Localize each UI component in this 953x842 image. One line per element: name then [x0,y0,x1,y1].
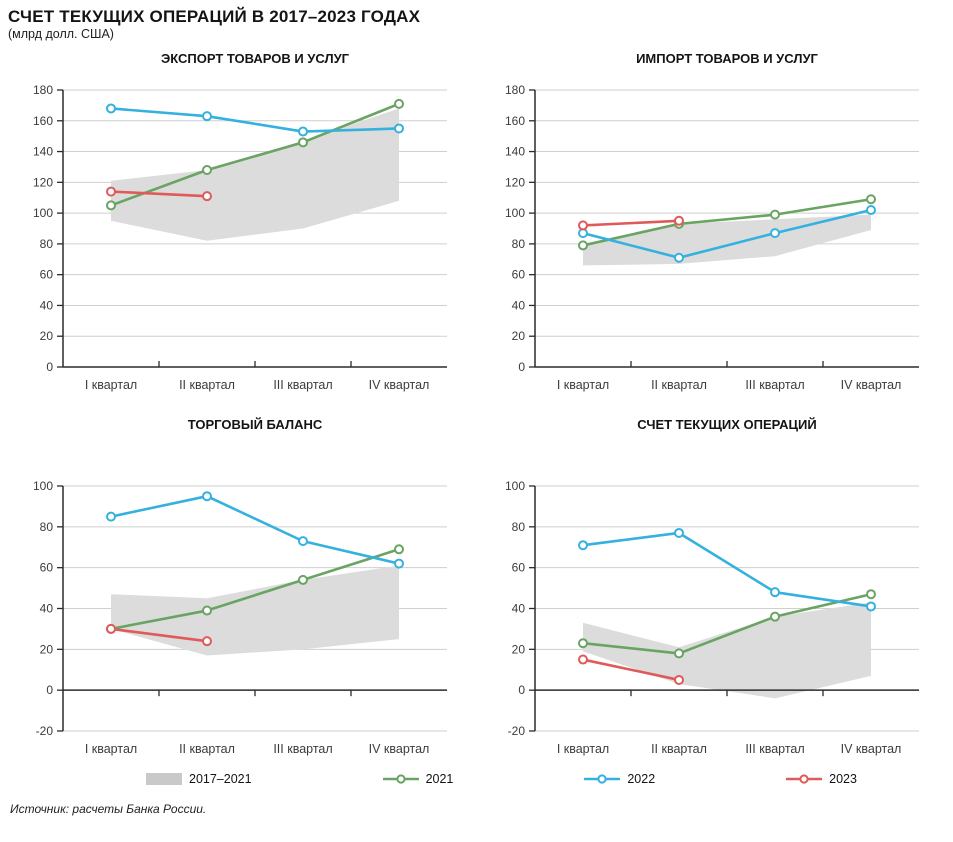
svg-text:I квартал: I квартал [85,378,137,392]
svg-text:20: 20 [40,329,54,343]
band-swatch-icon [146,772,182,786]
page-header: СЧЕТ ТЕКУЩИХ ОПЕРАЦИЙ В 2017–2023 ГОДАХ … [8,6,945,42]
svg-text:80: 80 [40,237,54,251]
chart-export-plot: 0 20 40 60 80 100 120 140 160 180 I квартал II квар… [33,83,447,392]
svg-text:160: 160 [505,114,525,128]
svg-text:IV квартал: IV квартал [369,742,430,756]
svg-text:0: 0 [518,360,525,374]
svg-text:-20: -20 [508,724,526,738]
line-marker-2021-icon [382,772,419,786]
line-marker-2023-icon [786,772,823,786]
svg-text:100: 100 [33,206,53,220]
svg-text:I квартал: I квартал [557,742,609,756]
svg-text:II квартал: II квартал [651,742,707,756]
svg-text:III квартал: III квартал [745,378,804,392]
legend-label-2022: 2022 [627,772,656,786]
legend-item-2021: 2021 [382,772,454,786]
svg-text:60: 60 [40,561,54,575]
svg-text:0: 0 [46,360,53,374]
svg-text:80: 80 [512,520,526,534]
svg-text:0: 0 [518,683,525,697]
svg-text:III квартал: III квартал [273,742,332,756]
svg-text:II квартал: II квартал [651,378,707,392]
chart-trade-balance-plot: -20 0 20 40 60 80 100 I квартал II квартал III кв… [33,479,447,756]
chart-title-import: ИМПОРТ ТОВАРОВ И УСЛУГ [636,51,818,66]
svg-text:80: 80 [40,520,54,534]
svg-text:180: 180 [505,83,525,97]
svg-text:140: 140 [33,145,53,159]
chart-title-current-account: СЧЕТ ТЕКУЩИХ ОПЕРАЦИЙ [637,417,817,432]
svg-text:60: 60 [40,268,54,282]
svg-text:60: 60 [512,561,526,575]
svg-text:IV квартал: IV квартал [841,378,902,392]
chart-current-account-plot: -20 0 20 40 60 80 100 I квартал II квартал III кв… [505,479,919,756]
svg-text:40: 40 [512,298,526,312]
svg-text:100: 100 [33,479,53,493]
chart-current-account: СЧЕТ ТЕКУЩИХ ОПЕРАЦИЙ -20 0 20 40 60 80 100 I к… [480,416,946,766]
svg-text:II квартал: II квартал [179,742,235,756]
legend-label-band: 2017–2021 [189,772,252,786]
legend-item-2023: 2023 [786,772,857,786]
svg-text:I квартал: I квартал [85,742,137,756]
legend-item-2022: 2022 [584,772,655,786]
svg-text:20: 20 [512,329,526,343]
chart-title-export: ЭКСПОРТ ТОВАРОВ И УСЛУГ [160,51,350,66]
svg-text:IV квартал: IV квартал [369,378,430,392]
svg-text:160: 160 [33,114,53,128]
svg-text:140: 140 [505,145,525,159]
svg-text:120: 120 [505,175,525,189]
svg-text:0: 0 [46,683,53,697]
page-subtitle: (млрд долл. США) [8,27,114,41]
legend: 2017–2021 2021 2022 2023 [146,772,857,786]
svg-text:180: 180 [33,83,53,97]
svg-text:40: 40 [40,602,54,616]
svg-text:80: 80 [512,237,526,251]
chart-import-plot: 0 20 40 60 80 100 120 140 160 180 I квартал II квар… [505,83,919,392]
svg-text:20: 20 [512,642,526,656]
svg-text:100: 100 [505,206,525,220]
svg-text:20: 20 [40,642,54,656]
svg-text:60: 60 [512,268,526,282]
page: СЧЕТ ТЕКУЩИХ ОПЕРАЦИЙ В 2017–2023 ГОДАХ … [8,6,945,816]
chart-export: ЭКСПОРТ ТОВАРОВ И УСЛУГ 0 20 40 60 80 100 120 1… [8,50,474,400]
source-note: Источник: расчеты Банка России. [10,802,207,816]
svg-text:IV квартал: IV квартал [841,742,902,756]
page-title: СЧЕТ ТЕКУЩИХ ОПЕРАЦИЙ В 2017–2023 ГОДАХ [8,7,421,26]
chart-import: ИМПОРТ ТОВАРОВ И УСЛУГ 0 20 40 60 80 100 120 14… [480,50,946,400]
svg-text:100: 100 [505,479,525,493]
svg-text:-20: -20 [36,724,54,738]
legend-label-2021: 2021 [425,772,454,786]
legend-label-2023: 2023 [829,772,857,786]
svg-text:II квартал: II квартал [179,378,235,392]
charts-grid: ЭКСПОРТ ТОВАРОВ И УСЛУГ 0 20 40 60 80 100 120 1… [8,50,945,766]
svg-text:40: 40 [40,298,54,312]
chart-title-trade-balance: ТОРГОВЫЙ БАЛАНС [187,417,323,432]
svg-text:III квартал: III квартал [273,378,332,392]
svg-text:III квартал: III квартал [745,742,804,756]
svg-text:I квартал: I квартал [557,378,609,392]
svg-text:40: 40 [512,602,526,616]
chart-trade-balance: ТОРГОВЫЙ БАЛАНС -20 0 20 40 60 80 100 I квартал… [8,416,474,766]
line-marker-2022-icon [584,772,621,786]
svg-text:120: 120 [33,175,53,189]
legend-item-band: 2017–2021 [146,772,252,786]
